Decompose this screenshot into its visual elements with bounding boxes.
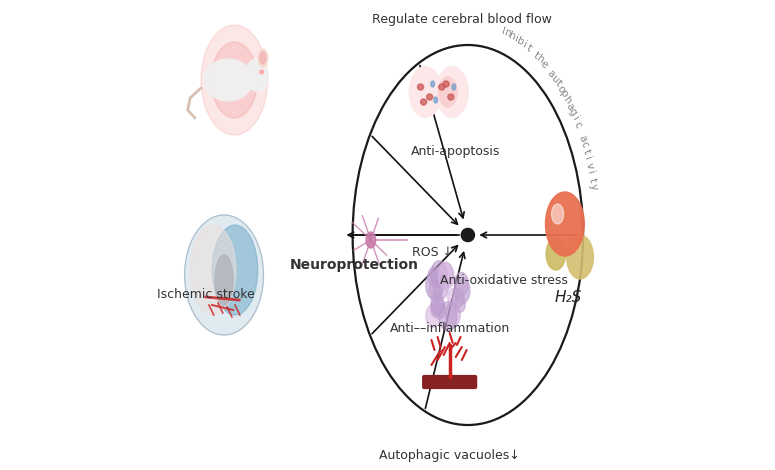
Circle shape (426, 94, 432, 100)
FancyBboxPatch shape (423, 376, 477, 388)
Ellipse shape (438, 263, 454, 290)
Ellipse shape (431, 261, 447, 288)
Text: n: n (503, 28, 512, 39)
Text: c: c (572, 120, 584, 130)
Ellipse shape (428, 267, 439, 287)
Ellipse shape (212, 225, 258, 315)
Ellipse shape (429, 279, 443, 300)
Ellipse shape (552, 204, 563, 224)
Text: h: h (561, 94, 574, 106)
Text: h: h (535, 54, 546, 66)
Ellipse shape (454, 278, 470, 304)
Ellipse shape (453, 289, 464, 308)
Text: Neuroprotection: Neuroprotection (289, 258, 418, 272)
Text: i: i (521, 39, 528, 50)
Ellipse shape (431, 294, 444, 315)
Text: ROS ↓: ROS ↓ (412, 245, 453, 258)
Text: i: i (513, 33, 519, 44)
Ellipse shape (434, 97, 438, 103)
Ellipse shape (425, 271, 443, 300)
Ellipse shape (215, 255, 233, 305)
Text: h: h (507, 30, 517, 42)
Ellipse shape (436, 67, 468, 117)
Text: Regulate cerebral blood flow: Regulate cerebral blood flow (372, 14, 552, 26)
Ellipse shape (448, 289, 458, 306)
Text: c: c (578, 140, 590, 149)
Text: o: o (556, 83, 567, 95)
Text: a: a (564, 101, 576, 112)
Ellipse shape (437, 262, 453, 288)
Text: t: t (553, 78, 563, 89)
Text: t: t (587, 177, 598, 183)
Circle shape (421, 99, 426, 105)
Text: p: p (558, 89, 570, 101)
Ellipse shape (454, 272, 469, 296)
Ellipse shape (432, 299, 445, 319)
Circle shape (439, 84, 445, 90)
Ellipse shape (546, 192, 584, 256)
Ellipse shape (204, 59, 253, 101)
Text: v: v (584, 161, 595, 170)
Ellipse shape (245, 59, 268, 91)
Text: t: t (525, 43, 532, 54)
Circle shape (418, 84, 424, 90)
Ellipse shape (439, 77, 457, 107)
Ellipse shape (546, 238, 566, 270)
Ellipse shape (567, 235, 594, 279)
Text: e: e (539, 58, 549, 70)
Circle shape (448, 94, 454, 100)
Ellipse shape (446, 303, 460, 327)
Text: g: g (567, 107, 579, 118)
Text: Anti-apoptosis: Anti-apoptosis (411, 146, 501, 158)
Text: i: i (583, 156, 593, 162)
Ellipse shape (212, 42, 257, 118)
Circle shape (443, 81, 449, 87)
Text: i: i (586, 170, 596, 176)
Ellipse shape (184, 215, 264, 335)
Text: b: b (515, 36, 525, 47)
Ellipse shape (433, 274, 448, 299)
Ellipse shape (258, 49, 267, 67)
Text: a: a (577, 133, 588, 143)
Ellipse shape (452, 84, 456, 90)
Ellipse shape (260, 52, 266, 64)
Circle shape (260, 70, 264, 74)
Text: a: a (546, 68, 557, 79)
Ellipse shape (425, 304, 440, 328)
Ellipse shape (410, 67, 441, 117)
Text: Ischemic stroke: Ischemic stroke (157, 289, 255, 301)
Ellipse shape (366, 232, 376, 248)
Text: y: y (587, 183, 599, 191)
Ellipse shape (201, 25, 267, 135)
Circle shape (461, 228, 474, 242)
Ellipse shape (431, 81, 435, 87)
Text: u: u (549, 72, 560, 85)
Text: t: t (580, 148, 591, 156)
Text: t: t (532, 50, 541, 61)
Text: Autophagic vacuoles↓: Autophagic vacuoles↓ (379, 448, 520, 462)
Ellipse shape (191, 225, 236, 315)
Text: H₂S: H₂S (554, 290, 581, 305)
Ellipse shape (455, 295, 466, 312)
Text: i: i (570, 115, 580, 123)
Text: Anti-oxidative stress: Anti-oxidative stress (440, 274, 568, 287)
Ellipse shape (439, 302, 456, 331)
Text: I: I (501, 26, 506, 37)
Text: Anti––inflammation: Anti––inflammation (390, 321, 510, 335)
Ellipse shape (431, 300, 441, 317)
